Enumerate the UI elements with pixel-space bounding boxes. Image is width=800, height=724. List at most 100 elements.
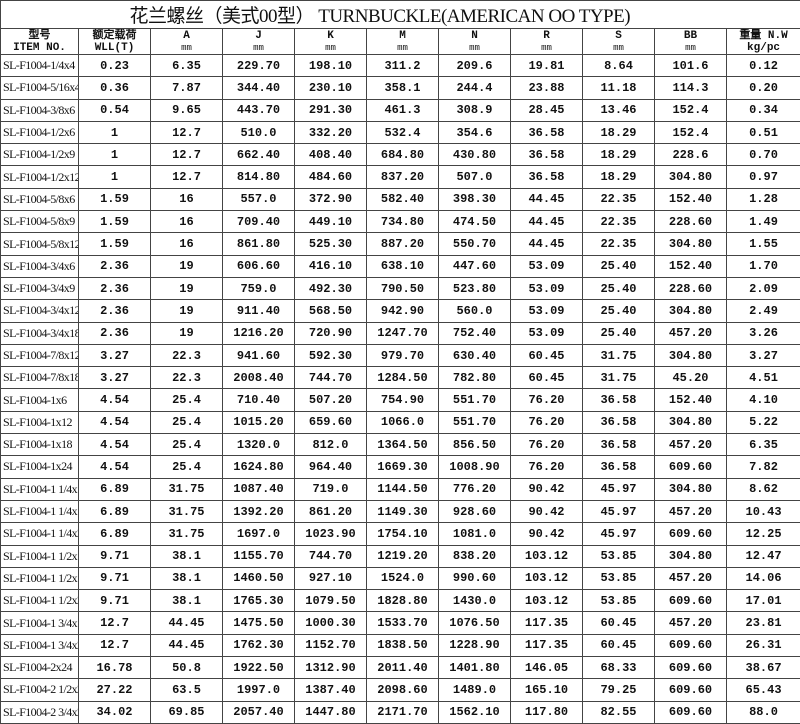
- cell-weight: 1.49: [727, 211, 800, 233]
- header-unit: mm: [223, 42, 294, 54]
- cell-r: 28.45: [511, 99, 583, 121]
- cell-j: 229.70: [223, 55, 295, 77]
- cell-bb: 304.80: [655, 233, 727, 255]
- cell-wll: 1.59: [79, 211, 151, 233]
- cell-a: 19: [151, 300, 223, 322]
- cell-k: 719.0: [295, 478, 367, 500]
- cell-s: 45.97: [583, 500, 655, 522]
- cell-bb: 152.40: [655, 188, 727, 210]
- cell-item-no: SL-F1004-1 1/4x12: [1, 478, 79, 500]
- cell-bb: 609.60: [655, 679, 727, 701]
- cell-a: 25.4: [151, 411, 223, 433]
- cell-a: 7.87: [151, 77, 223, 99]
- cell-r: 53.09: [511, 322, 583, 344]
- cell-bb: 609.60: [655, 657, 727, 679]
- header-unit: kg/pc: [727, 42, 800, 54]
- cell-s: 79.25: [583, 679, 655, 701]
- cell-r: 36.58: [511, 121, 583, 143]
- cell-s: 22.35: [583, 188, 655, 210]
- table-row: SL-F1004-1 1/4x126.8931.751087.40719.011…: [1, 478, 800, 500]
- cell-j: 814.80: [223, 166, 295, 188]
- cell-item-no: SL-F1004-1 1/4x24: [1, 523, 79, 545]
- cell-item-no: SL-F1004-1/2x9: [1, 144, 79, 166]
- cell-m: 1364.50: [367, 434, 439, 456]
- cell-n: 1430.0: [439, 590, 511, 612]
- cell-wll: 1: [79, 121, 151, 143]
- cell-a: 31.75: [151, 500, 223, 522]
- cell-k: 525.30: [295, 233, 367, 255]
- cell-a: 50.8: [151, 657, 223, 679]
- cell-weight: 12.47: [727, 545, 800, 567]
- cell-weight: 2.09: [727, 277, 800, 299]
- cell-s: 53.85: [583, 590, 655, 612]
- cell-k: 744.70: [295, 545, 367, 567]
- cell-j: 1762.30: [223, 634, 295, 656]
- cell-item-no: SL-F1004-1x12: [1, 411, 79, 433]
- cell-m: 837.20: [367, 166, 439, 188]
- header-label: J: [223, 30, 294, 42]
- cell-item-no: SL-F1004-7/8x18: [1, 367, 79, 389]
- cell-wll: 12.7: [79, 634, 151, 656]
- cell-a: 16: [151, 211, 223, 233]
- cell-bb: 152.4: [655, 99, 727, 121]
- cell-n: 551.70: [439, 389, 511, 411]
- cell-n: 782.80: [439, 367, 511, 389]
- cell-bb: 457.20: [655, 434, 727, 456]
- cell-wll: 4.54: [79, 434, 151, 456]
- cell-a: 69.85: [151, 701, 223, 723]
- cell-s: 53.85: [583, 545, 655, 567]
- cell-j: 510.0: [223, 121, 295, 143]
- cell-bb: 114.3: [655, 77, 727, 99]
- cell-k: 484.60: [295, 166, 367, 188]
- cell-k: 861.20: [295, 500, 367, 522]
- cell-s: 11.18: [583, 77, 655, 99]
- header-unit: mm: [655, 42, 726, 54]
- cell-weight: 17.01: [727, 590, 800, 612]
- cell-r: 103.12: [511, 590, 583, 612]
- cell-bb: 228.60: [655, 277, 727, 299]
- cell-m: 1828.80: [367, 590, 439, 612]
- cell-wll: 2.36: [79, 322, 151, 344]
- header-label: S: [583, 30, 654, 42]
- table-row: SL-F1004-1 1/4x186.8931.751392.20861.201…: [1, 500, 800, 522]
- cell-s: 53.85: [583, 567, 655, 589]
- cell-k: 372.90: [295, 188, 367, 210]
- table-row: SL-F1004-2 1/2x2427.2263.51997.01387.402…: [1, 679, 800, 701]
- header-label: K: [295, 30, 366, 42]
- cell-a: 19: [151, 322, 223, 344]
- cell-r: 76.20: [511, 434, 583, 456]
- cell-a: 12.7: [151, 144, 223, 166]
- cell-m: 1066.0: [367, 411, 439, 433]
- cell-bb: 457.20: [655, 500, 727, 522]
- cell-s: 25.40: [583, 255, 655, 277]
- cell-weight: 4.10: [727, 389, 800, 411]
- cell-wll: 6.89: [79, 523, 151, 545]
- header-label: 额定载荷: [79, 30, 150, 42]
- cell-k: 198.10: [295, 55, 367, 77]
- header-unit: mm: [151, 42, 222, 54]
- cell-bb: 304.80: [655, 545, 727, 567]
- cell-s: 8.64: [583, 55, 655, 77]
- cell-s: 36.58: [583, 411, 655, 433]
- cell-r: 19.81: [511, 55, 583, 77]
- cell-s: 45.97: [583, 523, 655, 545]
- cell-r: 53.09: [511, 255, 583, 277]
- cell-weight: 2.49: [727, 300, 800, 322]
- cell-k: 720.90: [295, 322, 367, 344]
- cell-weight: 0.70: [727, 144, 800, 166]
- cell-item-no: SL-F1004-1x6: [1, 389, 79, 411]
- cell-weight: 14.06: [727, 567, 800, 589]
- header-label: M: [367, 30, 438, 42]
- table-row: SL-F1004-1 3/4x2412.744.451762.301152.70…: [1, 634, 800, 656]
- cell-j: 1697.0: [223, 523, 295, 545]
- cell-a: 38.1: [151, 590, 223, 612]
- cell-a: 25.4: [151, 389, 223, 411]
- cell-wll: 1: [79, 144, 151, 166]
- cell-wll: 4.54: [79, 456, 151, 478]
